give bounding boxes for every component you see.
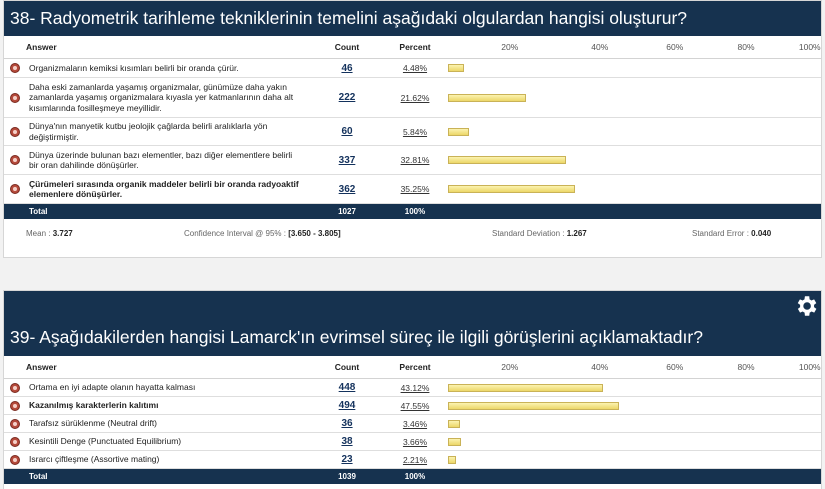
percent-bar [448,185,575,193]
answer-row: Organizmaların kemiksi kısımları belirli… [4,58,821,78]
scale-tick: 40% [591,42,609,52]
question-39-title: 39- Aşağıdakilerden hangisi Lamarck'ın e… [10,327,703,347]
percent-value: 5.84% [384,117,446,146]
percent-value: 2.21% [384,450,446,469]
percent-bar [448,401,620,410]
radio-icon [10,184,20,195]
count-link[interactable]: 38 [341,436,353,447]
count-link[interactable]: 362 [338,183,356,195]
percent-bar [448,127,470,136]
answer-text: Israrcı çiftleşme (Assortive mating) [26,450,310,469]
scale-tick: 60% [666,362,684,372]
percent-header[interactable]: Percent [384,36,446,59]
answer-row: Dünya'nın manyetik kutbu jeolojik çağlar… [4,117,821,146]
count-link[interactable]: 337 [338,154,356,166]
scale-tick: 60% [666,42,684,52]
percent-scale: 20% 40% 60% 80% 100% [446,356,821,379]
radio-icon [10,126,20,137]
question-38-title: 38- Radyometrik tarihleme tekniklerinin … [4,1,821,36]
question-39-panel: 39- Aşağıdakilerden hangisi Lamarck'ın e… [3,290,822,489]
answer-row: Dünya üzerinde bulunan bazı elementler, … [4,145,821,175]
count-link[interactable]: 448 [338,382,356,393]
answer-text: Kazanılmış karakterlerin kalıtımı [26,396,310,415]
standard-error-stat: Standard Error : 0.040 [692,229,772,238]
answer-text: Daha eski zamanlarda yaşamış organizmala… [26,77,310,118]
scale-tick: 40% [591,362,609,372]
percent-scale: 20% 40% 60% 80% 100% [446,36,821,59]
percent-value: 3.46% [384,414,446,433]
radio-icon [10,63,20,74]
count-link[interactable]: 23 [341,454,353,465]
answer-row: Daha eski zamanlarda yaşamış organizmala… [4,77,821,118]
percent-value: 47.55% [384,396,446,415]
scale-tick: 80% [737,42,755,52]
percent-value: 4.48% [384,58,446,78]
count-link[interactable]: 60 [341,126,353,137]
radio-icon [10,382,20,393]
count-header[interactable]: Count [310,356,384,379]
radio-icon [10,92,20,103]
scale-tick: 100% [798,42,821,52]
total-count: 1039 [310,468,384,484]
gear-icon[interactable] [793,293,819,319]
question-38-stats: Mean : 3.727 Confidence Interval @ 95% :… [4,219,821,249]
percent-value: 32.81% [384,145,446,175]
total-count: 1027 [310,203,384,219]
count-link[interactable]: 222 [338,92,356,103]
percent-bar [448,419,461,428]
mean-stat: Mean : 3.727 [26,229,73,238]
answer-row: Ortama en iyi adapte olanın hayatta kalm… [4,378,821,397]
total-percent: 100% [384,203,446,219]
radio-icon [10,436,20,447]
count-link[interactable]: 36 [341,418,353,429]
count-header[interactable]: Count [310,36,384,59]
total-row: Total 1039 100% [4,468,821,484]
percent-value: 3.66% [384,432,446,451]
percent-bar [448,437,462,446]
answer-text: Çürümeleri sırasında organik maddeler be… [26,174,310,204]
total-label: Total [26,468,310,484]
answer-text: Organizmaların kemiksi kısımları belirli… [26,58,310,78]
answer-header: Answer [26,36,310,59]
scale-tick: 20% [501,362,519,372]
percent-bar [448,455,456,464]
answer-row: Çürümeleri sırasında organik maddeler be… [4,174,821,204]
answer-text: Dünya'nın manyetik kutbu jeolojik çağlar… [26,117,310,146]
question-38-table: Answer Count Percent 20% 40% 60% 80% 100… [4,36,821,219]
percent-value: 35.25% [384,174,446,204]
answer-row: Israrcı çiftleşme (Assortive mating) 23 2.… [4,450,821,469]
answer-text: Ortama en iyi adapte olanın hayatta kalm… [26,378,310,397]
answer-text: Tarafsız sürüklenme (Neutral drift) [26,414,310,433]
total-label: Total [26,203,310,219]
percent-header[interactable]: Percent [384,356,446,379]
answer-header: Answer [26,356,310,379]
scale-tick: 20% [501,42,519,52]
scale-tick: 100% [798,362,821,372]
count-link[interactable]: 494 [338,400,356,411]
answer-row: Kazanılmış karakterlerin kalıtımı 494 47.5… [4,396,821,415]
answer-row: Tarafsız sürüklenme (Neutral drift) 36 3.4… [4,414,821,433]
percent-value: 21.62% [384,77,446,118]
question-38-panel: 38- Radyometrik tarihleme tekniklerinin … [3,0,822,258]
percent-bar [448,383,604,392]
percent-bar [448,93,526,102]
total-row: Total 1027 100% [4,203,821,219]
answer-text: Dünya üzerinde bulunan bazı elementler, … [26,145,310,175]
confidence-interval-stat: Confidence Interval @ 95% : [3.650 - 3.8… [184,229,341,238]
percent-bar [448,156,567,164]
answer-text: Kesintili Denge (Punctuated Equilibrium) [26,432,310,451]
radio-icon [10,400,20,411]
radio-icon [10,454,20,465]
total-percent: 100% [384,468,446,484]
percent-value: 43.12% [384,378,446,397]
standard-deviation-stat: Standard Deviation : 1.267 [492,229,587,238]
percent-bar [448,64,465,72]
radio-icon [10,155,20,166]
question-39-table: Answer Count Percent 20% 40% 60% 80% 100… [4,356,821,484]
scale-tick: 80% [737,362,755,372]
radio-icon [10,418,20,429]
count-link[interactable]: 46 [341,62,353,74]
answer-row: Kesintili Denge (Punctuated Equilibrium)… [4,432,821,451]
